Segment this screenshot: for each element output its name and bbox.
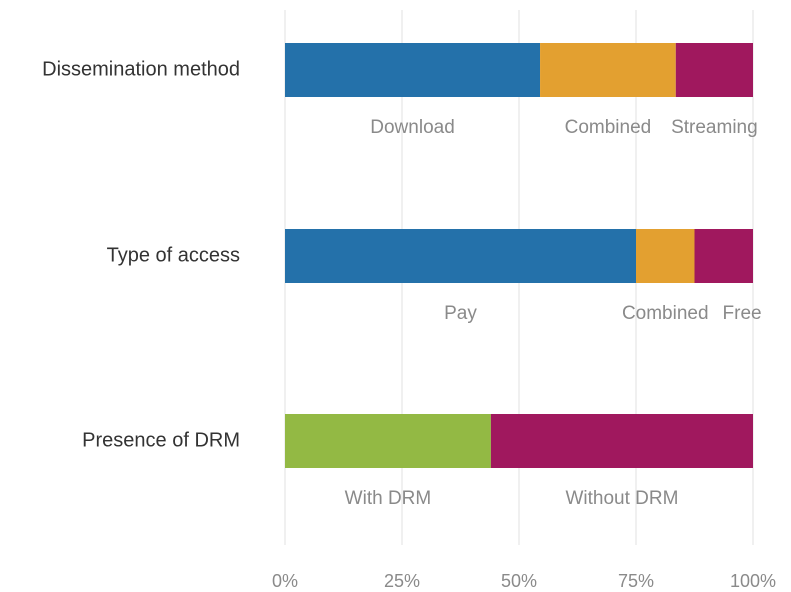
segment-label: Download	[370, 117, 455, 138]
x-tick-label: 25%	[384, 571, 420, 591]
category-label: Type of access	[107, 244, 240, 266]
bar-segment	[636, 229, 695, 283]
segment-label: Without DRM	[565, 488, 678, 509]
segment-label: Streaming	[671, 117, 758, 138]
x-tick-label: 0%	[272, 571, 298, 591]
segment-label: With DRM	[345, 488, 432, 509]
bar-segment	[490, 414, 753, 468]
x-tick-label: 50%	[501, 571, 537, 591]
segment-label: Combined	[622, 303, 709, 324]
bar-segment	[694, 229, 753, 283]
x-tick-label: 75%	[618, 571, 654, 591]
x-tick-label: 100%	[730, 571, 776, 591]
category-label: Dissemination method	[42, 58, 240, 80]
bar-segment	[285, 43, 541, 97]
category-label: Presence of DRM	[82, 429, 240, 451]
bar-segment	[285, 414, 491, 468]
bar-segment	[540, 43, 676, 97]
bar-segment	[285, 229, 636, 283]
segment-label: Free	[723, 303, 762, 324]
segment-label: Combined	[565, 117, 652, 138]
segment-label: Pay	[444, 303, 477, 324]
bar-segment	[675, 43, 753, 97]
